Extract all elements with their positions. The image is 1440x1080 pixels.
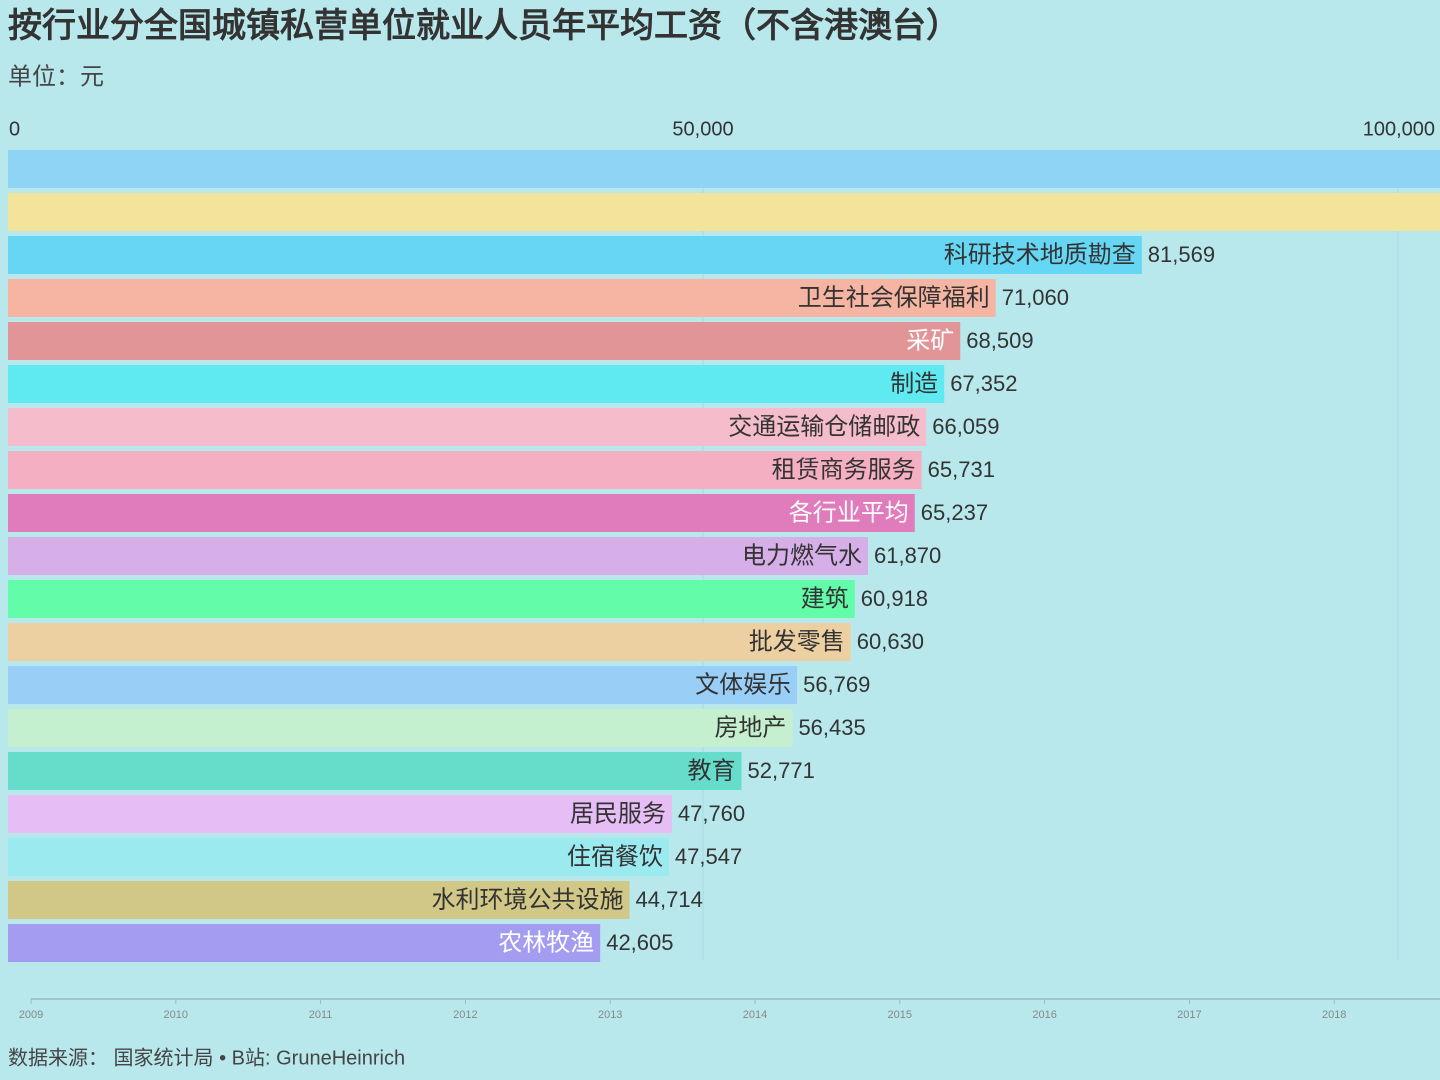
bar [8, 623, 851, 661]
timeline-label: 2012 [453, 1009, 477, 1021]
bar-category-label: 房地产 [714, 714, 786, 741]
bar [8, 365, 945, 403]
bar [8, 924, 601, 962]
timeline-label: 2010 [164, 1009, 188, 1021]
bar [8, 709, 793, 747]
value-label: 42,605 [606, 930, 673, 955]
bar-category-label: 电力燃气水 [742, 542, 862, 569]
bar [8, 881, 630, 919]
bar-category-label: 制造 [890, 370, 938, 397]
bar [8, 236, 1142, 274]
bar-category-label: 文体娱乐 [695, 671, 791, 698]
timeline-label: 2011 [309, 1009, 333, 1021]
timeline-label: 2016 [1032, 1009, 1056, 1021]
bar [8, 451, 922, 489]
timeline-label: 2013 [598, 1009, 622, 1021]
timeline-label: 2009 [19, 1009, 43, 1021]
x-tick-label: 0 [9, 118, 20, 140]
x-tick-label: 50,000 [672, 118, 733, 140]
bar [8, 752, 742, 790]
value-label: 61,870 [874, 543, 941, 568]
value-label: 65,731 [928, 457, 995, 482]
value-label: 71,060 [1002, 285, 1069, 310]
chart-subtitle: 单位：元 [8, 63, 104, 90]
timeline-label: 2014 [743, 1009, 767, 1021]
bar-category-label: 农林牧渔 [498, 929, 594, 956]
bar-category-label: 各行业平均 [789, 499, 909, 526]
value-label: 60,630 [857, 629, 924, 654]
value-label: 60,918 [861, 586, 928, 611]
bar-category-label: 交通运输仓储邮政 [728, 413, 920, 440]
bar-category-label: 住宿餐饮 [567, 843, 663, 870]
value-label: 67,352 [950, 371, 1017, 396]
value-label: 44,714 [636, 887, 703, 912]
bar [8, 838, 669, 876]
timeline-label: 2015 [888, 1009, 912, 1021]
value-label: 66,059 [932, 414, 999, 439]
bar-category-label: 卫生社会保障福利 [798, 284, 990, 311]
value-label: 52,771 [748, 758, 815, 783]
bar [8, 494, 915, 532]
value-label: 68,509 [966, 328, 1033, 353]
bar-category-label: 水利环境公共设施 [432, 886, 624, 913]
bar [8, 279, 996, 317]
timeline-label: 2018 [1322, 1009, 1346, 1021]
bar [8, 580, 855, 618]
chart-title: 按行业分全国城镇私营单位就业人员年平均工资（不含港澳台） [8, 6, 960, 45]
bar-category-label: 教育 [688, 757, 736, 784]
value-label: 56,435 [798, 715, 865, 740]
bar-category-label: 采矿 [906, 327, 954, 354]
bar-category-label: 建筑 [801, 585, 849, 612]
x-tick-label: 100,000 [1363, 118, 1435, 140]
bar [8, 795, 672, 833]
value-label: 81,569 [1148, 242, 1215, 267]
value-label: 56,769 [803, 672, 870, 697]
bar-category-label: 居民服务 [570, 800, 666, 827]
value-label: 47,547 [675, 844, 742, 869]
bar [8, 408, 927, 446]
bar [8, 322, 961, 360]
bar [8, 537, 868, 575]
value-label: 47,760 [678, 801, 745, 826]
bar-category-label: 批发零售 [749, 628, 845, 655]
bar-category-label: 租赁商务服务 [772, 456, 916, 483]
bar-category-label: 科研技术地质勘查 [944, 241, 1136, 268]
value-label: 65,237 [921, 500, 988, 525]
bar [8, 666, 798, 704]
source: 数据来源： 国家统计局 • B站: GruneHeinrich [8, 1046, 405, 1069]
bar [8, 150, 1440, 188]
timeline-label: 2017 [1177, 1009, 1201, 1021]
bar [8, 193, 1440, 231]
